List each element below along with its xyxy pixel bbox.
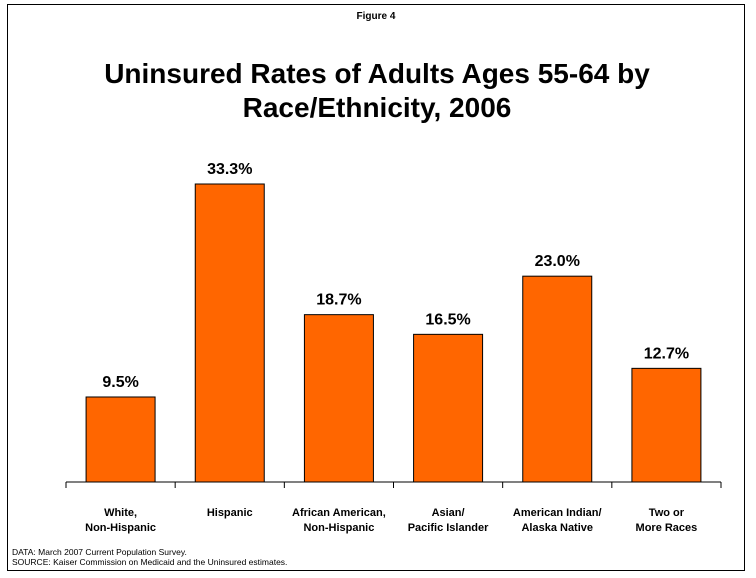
bar-chart: 9.5% White, Non-Hispanic 33.3% Hispanic 18.7%… bbox=[65, 161, 722, 534]
category-label: Non-Hispanic bbox=[303, 522, 374, 534]
source-notes: DATA: March 2007 Current Population Surv… bbox=[12, 547, 287, 567]
data-label: 18.7% bbox=[316, 292, 361, 309]
category-label: Non-Hispanic bbox=[85, 522, 156, 534]
data-label: 16.5% bbox=[425, 311, 470, 328]
bar bbox=[194, 183, 265, 483]
category-label: White, bbox=[104, 507, 137, 519]
data-note: DATA: March 2007 Current Population Surv… bbox=[12, 547, 187, 557]
bar bbox=[303, 314, 374, 483]
category-label: Alaska Native bbox=[521, 522, 593, 534]
chart-title-line-1: Uninsured Rates of Adults Ages 55-64 by bbox=[104, 58, 650, 89]
data-label: 9.5% bbox=[102, 374, 138, 391]
figure-label: Figure 4 bbox=[356, 11, 396, 22]
chart-title: Uninsured Rates of Adults Ages 55-64 by … bbox=[48, 57, 706, 125]
data-label: 12.7% bbox=[644, 345, 689, 362]
bar bbox=[413, 333, 484, 483]
bar bbox=[631, 367, 702, 483]
category-label: More Races bbox=[636, 522, 698, 534]
category-label: Pacific Islander bbox=[408, 522, 489, 534]
data-label: 33.3% bbox=[207, 161, 252, 178]
source-note: SOURCE: Kaiser Commission on Medicaid an… bbox=[12, 557, 288, 567]
category-label: Asian/ bbox=[432, 507, 465, 519]
category-label: Hispanic bbox=[207, 507, 253, 519]
category-label: African American, bbox=[292, 507, 386, 519]
bar bbox=[522, 275, 593, 483]
category-label: Two or bbox=[649, 507, 685, 519]
figure-frame: Figure 4 Uninsured Rates of Adults Ages … bbox=[7, 4, 745, 571]
data-label: 23.0% bbox=[535, 253, 580, 270]
category-label: American Indian/ bbox=[513, 507, 602, 519]
chart-title-line-2: Race/Ethnicity, 2006 bbox=[242, 92, 512, 123]
bar bbox=[85, 396, 156, 483]
